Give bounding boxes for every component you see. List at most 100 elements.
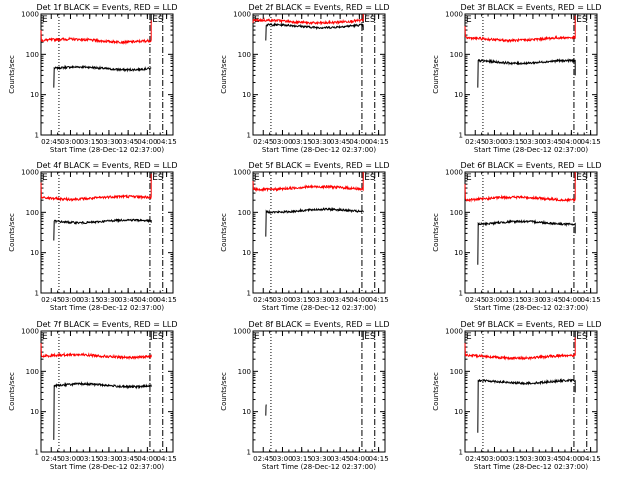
y-tick-label: 1 (247, 132, 251, 140)
x-tick-label: 04:00 (349, 296, 369, 304)
panel-det-7: Det 7f BLACK = Events, RED = LLD 1 10 100 10… (8, 320, 178, 471)
y-tick-label: 10 (30, 91, 39, 99)
x-tick-label: 02:45 (465, 138, 485, 146)
axes-frame (40, 171, 174, 294)
y-axis-label: Counts/sec (8, 55, 16, 94)
panel-det-8: Det 8f BLACK = Events, RED = LLD 1 10 100 10… (220, 320, 390, 471)
x-tick-label: 04:15 (580, 296, 600, 304)
series-line-lld (40, 20, 152, 45)
marker-label-e: E (42, 15, 48, 25)
x-axis-label: Start Time (28-Dec-12 02:37:00) (474, 146, 588, 154)
marker-label-e: E (254, 173, 260, 183)
y-tick-label: 1 (247, 449, 251, 457)
x-tick-label: 03:45 (542, 455, 562, 463)
x-tick-label: 03:00 (272, 296, 292, 304)
series-line-lld (464, 172, 576, 203)
x-tick-label: 03:00 (484, 296, 504, 304)
series-line-lld (252, 14, 364, 26)
series-line-events (265, 21, 364, 41)
marker-label-es: ES (152, 15, 164, 25)
x-tick-label: 03:15 (504, 138, 524, 146)
panel-det-9: Det 9f BLACK = Events, RED = LLD 1 10 100 10… (432, 320, 602, 471)
x-tick-label: 03:45 (542, 296, 562, 304)
x-tick-label: 04:00 (561, 296, 581, 304)
x-tick-label: 04:00 (137, 138, 157, 146)
series-line-events (477, 58, 576, 88)
y-tick-label: 1000 (445, 11, 463, 19)
y-tick-label: 10 (242, 249, 251, 257)
x-tick-label: 03:30 (523, 296, 543, 304)
x-tick-label: 02:45 (253, 296, 273, 304)
y-tick-label: 1 (35, 449, 39, 457)
y-axis-label: Counts/sec (220, 213, 228, 252)
axes-frame (252, 171, 386, 294)
y-axis-label: Counts/sec (8, 213, 16, 252)
x-tick-label: 04:00 (137, 296, 157, 304)
y-tick-label: 10 (30, 408, 39, 416)
axes-frame (464, 171, 598, 294)
marker-label-e: E (466, 15, 472, 25)
x-tick-label: 04:15 (368, 455, 388, 463)
marker-label-e: E (42, 173, 48, 183)
marker-label-es: ES (576, 15, 588, 25)
y-tick-label: 1000 (445, 169, 463, 177)
x-tick-label: 04:15 (156, 296, 176, 304)
y-tick-label: 1 (459, 449, 463, 457)
x-tick-label: 03:00 (272, 138, 292, 146)
x-tick-label: 02:45 (465, 296, 485, 304)
panel-det-4: Det 4f BLACK = Events, RED = LLD 1 10 100 10… (8, 161, 178, 312)
x-tick-label: 03:30 (523, 138, 543, 146)
x-tick-label: 03:15 (292, 296, 312, 304)
y-tick-label: 1 (35, 132, 39, 140)
y-tick-label: 1000 (233, 11, 251, 19)
y-tick-label: 10 (454, 408, 463, 416)
marker-label-e: E (254, 332, 260, 342)
x-tick-label: 03:30 (311, 455, 331, 463)
x-tick-label: 04:00 (349, 138, 369, 146)
x-tick-label: 03:45 (118, 138, 138, 146)
series-line-events (477, 219, 576, 265)
axes-frame (464, 13, 598, 136)
marker-label-es: ES (576, 332, 588, 342)
panel-title: Det 7f BLACK = Events, RED = LLD (36, 320, 177, 329)
x-tick-label: 03:15 (80, 296, 100, 304)
y-tick-label: 10 (242, 91, 251, 99)
y-tick-label: 1000 (21, 328, 39, 336)
series-line-lld (464, 15, 576, 43)
panel-title: Det 8f BLACK = Events, RED = LLD (248, 320, 389, 329)
x-tick-label: 03:00 (60, 455, 80, 463)
series-line-events (265, 206, 364, 237)
x-tick-label: 03:45 (330, 138, 350, 146)
y-tick-label: 100 (238, 51, 251, 59)
marker-label-es: ES (152, 332, 164, 342)
series-line-lld (252, 172, 364, 193)
x-axis-label: Start Time (28-Dec-12 02:37:00) (50, 304, 164, 312)
x-tick-label: 04:15 (580, 138, 600, 146)
x-tick-label: 03:45 (118, 296, 138, 304)
x-tick-label: 02:45 (253, 455, 273, 463)
x-tick-label: 03:15 (80, 138, 100, 146)
x-tick-label: 03:00 (60, 296, 80, 304)
x-tick-label: 04:15 (580, 455, 600, 463)
y-tick-label: 100 (450, 209, 463, 217)
y-tick-label: 1000 (445, 328, 463, 336)
x-tick-label: 02:45 (465, 455, 485, 463)
y-tick-label: 1000 (233, 328, 251, 336)
x-tick-label: 03:00 (484, 455, 504, 463)
x-axis-label: Start Time (28-Dec-12 02:37:00) (262, 304, 376, 312)
y-tick-label: 1 (247, 290, 251, 298)
x-axis-label: Start Time (28-Dec-12 02:37:00) (474, 304, 588, 312)
series-line-lld (464, 337, 576, 361)
panel-title: Det 4f BLACK = Events, RED = LLD (36, 161, 177, 170)
y-tick-label: 10 (242, 408, 251, 416)
panel-title: Det 3f BLACK = Events, RED = LLD (460, 3, 601, 12)
x-tick-label: 03:15 (504, 455, 524, 463)
x-tick-label: 03:15 (292, 138, 312, 146)
marker-label-es: ES (152, 173, 164, 183)
y-tick-label: 100 (26, 368, 39, 376)
x-axis-label: Start Time (28-Dec-12 02:37:00) (474, 463, 588, 471)
x-tick-label: 03:30 (99, 138, 119, 146)
axes-frame (40, 13, 174, 136)
marker-label-e: E (466, 332, 472, 342)
panel-det-2: Det 2f BLACK = Events, RED = LLD 1 10 100 10… (220, 3, 390, 154)
